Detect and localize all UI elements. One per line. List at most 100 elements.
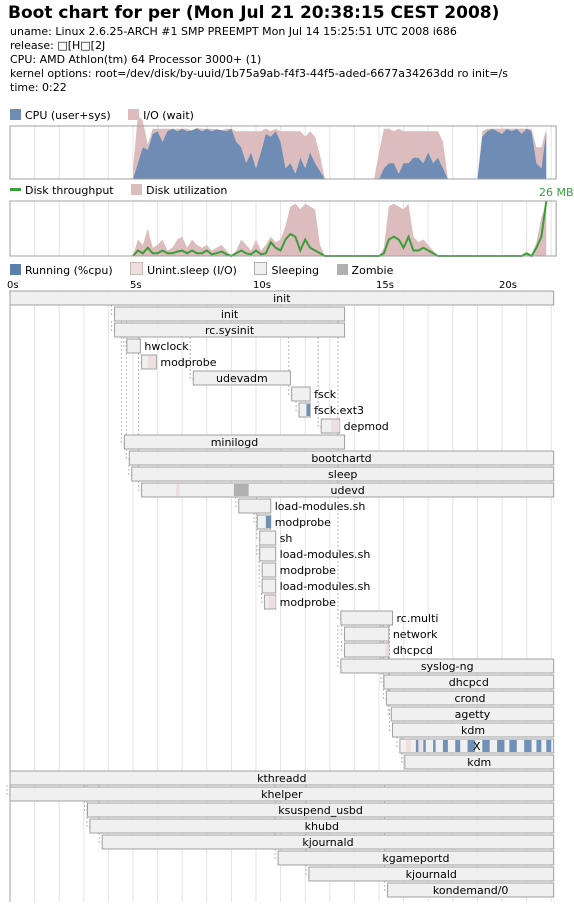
- unint-sleep-legend-swatch: [130, 262, 144, 275]
- process-bar: [261, 562, 277, 578]
- process-parent-connector: [128, 465, 132, 476]
- process-running-segment: [497, 740, 505, 752]
- process-io-segment: [331, 420, 340, 432]
- process-label: kondemand/0: [433, 884, 509, 897]
- process-parent-connector: [261, 593, 265, 604]
- process-label: kjournald: [302, 836, 353, 849]
- process-bar: [392, 722, 555, 738]
- disk-chart-grid: [9, 201, 552, 256]
- disk-utilization-area: [133, 203, 547, 256]
- process-label: fsck.ext3: [314, 404, 364, 417]
- process-io-segment: [406, 740, 411, 752]
- process-label: bootchartd: [311, 452, 371, 465]
- process-bar: [344, 642, 390, 658]
- process-label: kdm: [461, 724, 485, 737]
- disk-utilization-legend-swatch: [131, 184, 143, 195]
- process-parent-connector: [382, 625, 387, 700]
- process-parent-connector: [258, 545, 263, 588]
- process-bar: [141, 482, 555, 498]
- process-label: udevd: [331, 484, 365, 497]
- disk-throughput-line: [132, 200, 548, 258]
- process-bar: [9, 786, 555, 802]
- disk-max-throughput-label: 26 MB/s: [539, 186, 574, 199]
- process-running-segment: [442, 740, 448, 752]
- process-parent-connector: [288, 337, 292, 396]
- process-bar: [259, 530, 277, 546]
- process-bar: [114, 322, 346, 338]
- process-parent-connector: [86, 785, 90, 828]
- kernel-options-line: kernel options: root=/dev/disk/by-uuid/1…: [10, 67, 508, 80]
- cpu-io-area: [133, 115, 547, 179]
- process-running-segment: [306, 404, 311, 416]
- disk-throughput-legend-label: Disk throughput: [25, 184, 114, 197]
- process-running-segment: [455, 740, 461, 752]
- process-label: sleep: [328, 468, 357, 481]
- process-parent-connector: [305, 785, 309, 876]
- process-bar: [390, 706, 555, 722]
- process-bar: [291, 386, 311, 402]
- process-bar: [320, 418, 341, 434]
- process-running-segment: [536, 740, 542, 752]
- process-bar: [298, 402, 311, 418]
- process-parent-connector: [256, 545, 260, 556]
- process-parent-connector: [138, 337, 142, 364]
- process-bar: [385, 690, 555, 706]
- process-parent-connector: [6, 785, 10, 796]
- process-label: sh: [280, 532, 293, 545]
- process-label: modprobe: [160, 356, 216, 369]
- process-label: kgameportd: [382, 852, 449, 865]
- process-parent-connector: [295, 401, 300, 412]
- process-label: load-modules.sh: [275, 500, 366, 513]
- process-parent-connector: [341, 625, 345, 636]
- process-bar: [9, 770, 555, 786]
- chart-title: Boot chart for per (Mon Jul 21 20:38:15 …: [8, 3, 500, 23]
- cpu-chart-frame: [9, 125, 557, 180]
- process-parent-connector: [111, 321, 115, 332]
- process-parent-connector: [98, 785, 103, 844]
- process-parent-connector: [83, 785, 88, 812]
- cpu-user-sys-area: [133, 128, 547, 179]
- process-bar: [123, 434, 346, 450]
- process-parent-connector: [125, 321, 130, 460]
- cpu-legend: CPU (user+sys) I/O (wait): [10, 109, 194, 123]
- process-chart: 0s 5s 10s 15s 20s init init rc.sysinit hwclock mo…: [6, 280, 555, 902]
- process-bar: [192, 370, 291, 386]
- process-parent-connector: [274, 785, 279, 860]
- process-parent-connector: [253, 513, 258, 524]
- process-label: init: [273, 292, 291, 305]
- process-label: syslog-ng: [421, 660, 474, 673]
- process-parent-connector: [389, 625, 393, 732]
- process-label: modprobe: [280, 564, 336, 577]
- release-line: release: □[H□[2J: [10, 39, 106, 52]
- process-bar: [340, 658, 555, 674]
- process-bar: [126, 338, 141, 354]
- process-io-segment: [176, 484, 180, 496]
- running-legend-label: Running (%cpu): [25, 264, 113, 277]
- process-legend: Running (%cpu) Unint.sleep (I/O) Sleepin…: [10, 262, 393, 278]
- process-parent-connector: [317, 337, 322, 428]
- io-legend-label: I/O (wait): [143, 109, 194, 122]
- process-label: kjournald: [406, 868, 457, 881]
- process-parent-connector: [138, 337, 142, 492]
- process-bar: [101, 834, 555, 850]
- process-running-segment: [433, 740, 436, 752]
- process-running-segment: [482, 740, 490, 752]
- process-label: depmod: [344, 420, 389, 433]
- unint-sleep-legend-label: Unint.sleep (I/O): [147, 264, 237, 277]
- process-bar: [277, 850, 555, 866]
- process-parent-connector: [256, 497, 260, 540]
- disk-throughput-legend-swatch: [10, 188, 21, 191]
- process-io-segment: [418, 740, 423, 752]
- process-running-segment: [265, 516, 271, 528]
- process-bar: [141, 354, 157, 370]
- process-parent-connector: [111, 305, 115, 316]
- process-label: rc.multi: [397, 612, 439, 625]
- process-parent-connector: [123, 337, 127, 348]
- process-label: crond: [455, 692, 486, 705]
- time-tick-label: 0s: [7, 280, 19, 291]
- process-running-segment: [423, 740, 426, 752]
- process-parent-connector: [258, 561, 263, 572]
- process-label: khubd: [305, 820, 339, 833]
- process-label: load-modules.sh: [280, 580, 371, 593]
- process-label: kthreadd: [257, 772, 306, 785]
